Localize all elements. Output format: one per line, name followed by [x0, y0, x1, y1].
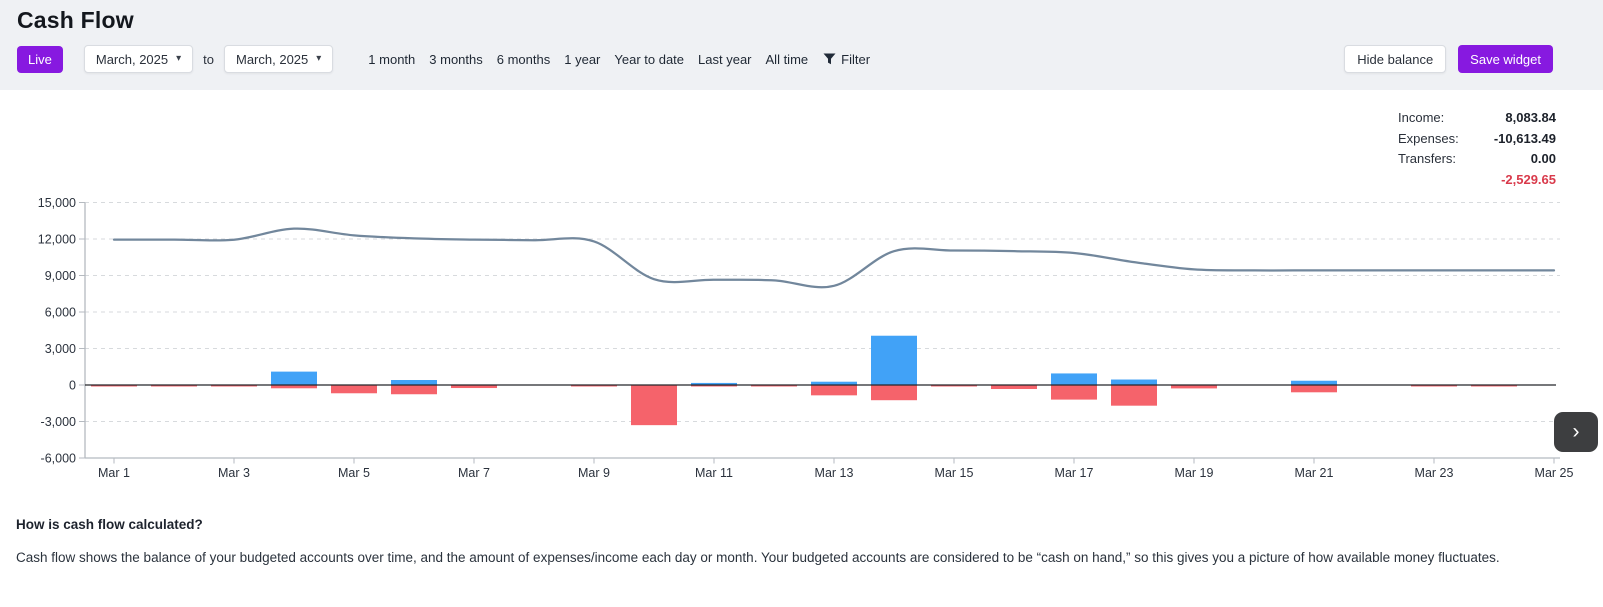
x-tick-label: Mar 5	[338, 466, 370, 480]
income-bar	[1291, 380, 1337, 385]
expense-bar	[1051, 385, 1097, 400]
summary-row-income: Income: 8,083.84	[1398, 110, 1556, 131]
income-bar	[1051, 373, 1097, 385]
x-tick-label: Mar 19	[1175, 466, 1214, 480]
income-bar	[1111, 379, 1157, 385]
range-1-month[interactable]: 1 month	[368, 51, 416, 67]
chevron-down-icon: ▾	[176, 53, 182, 64]
cash-flow-chart-section: 15,000 12,000 9,000 6,000 3,000 0 -3,000 -6,000…	[0, 90, 1603, 505]
hide-balance-button[interactable]: Hide balance	[1344, 45, 1447, 73]
expense-bar	[871, 385, 917, 401]
expense-bar	[1111, 385, 1157, 406]
expenses-value: -10,613.49	[1493, 130, 1556, 146]
x-tick-label: Mar 25	[1535, 466, 1574, 480]
summary-row-transfers: Transfers: 0.00	[1398, 151, 1556, 172]
expense-bar	[751, 385, 797, 387]
range-all-time[interactable]: All time	[765, 51, 809, 67]
income-bar	[811, 381, 857, 385]
date-from-dropdown[interactable]: March, 2025 ▾	[83, 45, 194, 73]
expense-bar	[451, 385, 497, 389]
income-bar	[271, 371, 317, 385]
filter-button[interactable]: Filter	[823, 52, 870, 67]
expense-bar	[331, 385, 377, 394]
page-header: Cash Flow Live March, 2025 ▾ to March, 2…	[0, 0, 1603, 90]
expense-bar	[1291, 385, 1337, 393]
y-tick-label: 0	[69, 379, 76, 393]
x-tick-label: Mar 3	[218, 466, 250, 480]
range-last-year[interactable]: Last year	[698, 51, 752, 67]
x-tick-label: Mar 11	[695, 466, 733, 480]
expense-bar	[211, 385, 257, 387]
cash-flow-chart[interactable]: 15,000 12,000 9,000 6,000 3,000 0 -3,000 -6,000…	[0, 90, 1603, 490]
date-from-value: March, 2025	[95, 51, 169, 67]
range-1-year[interactable]: 1 year	[564, 51, 601, 67]
chevron-right-icon: ›	[1572, 419, 1580, 443]
explainer: How is cash flow calculated? Cash flow s…	[0, 517, 1603, 567]
expense-bar	[931, 385, 977, 387]
expense-bar	[91, 385, 137, 387]
date-range-separator: to	[203, 51, 214, 67]
income-bar	[691, 382, 737, 385]
explainer-body: Cash flow shows the balance of your budg…	[16, 550, 1500, 565]
income-bar	[871, 335, 917, 385]
expense-bar	[571, 385, 617, 387]
range-year-to-date[interactable]: Year to date	[614, 51, 685, 67]
balance-line	[112, 227, 1556, 289]
x-tick-label: Mar 17	[1055, 466, 1094, 480]
y-tick-label: -6,000	[41, 452, 76, 466]
expense-bar	[811, 385, 857, 396]
summary-row-expenses: Expenses: -10,613.49	[1398, 131, 1556, 152]
transfers-label: Transfers:	[1398, 151, 1457, 166]
expense-bar	[151, 385, 197, 387]
income-value: 8,083.84	[1505, 110, 1556, 125]
next-period-button[interactable]: ›	[1554, 412, 1598, 452]
explainer-heading: How is cash flow calculated?	[16, 517, 203, 532]
toolbar: Live March, 2025 ▾ to March, 2025 ▾ 1 mo…	[17, 45, 1587, 73]
expense-bar	[1471, 385, 1517, 387]
expense-bar	[1411, 385, 1457, 387]
range-3-months[interactable]: 3 months	[429, 51, 483, 67]
expense-bar	[991, 385, 1037, 390]
x-tick-label: Mar 9	[578, 466, 610, 480]
y-tick-label: 9,000	[45, 269, 76, 283]
save-widget-button[interactable]: Save widget	[1458, 45, 1553, 73]
income-bar	[391, 380, 437, 385]
expense-bar	[271, 385, 317, 389]
y-tick-label: 12,000	[38, 233, 76, 247]
expense-bar	[1171, 385, 1217, 389]
y-tick-label: 6,000	[45, 306, 76, 320]
y-tick-label: -3,000	[41, 415, 76, 429]
x-tick-label: Mar 1	[98, 466, 130, 480]
transfers-value: 0.00	[1530, 151, 1556, 166]
live-button[interactable]: Live	[17, 45, 63, 73]
summary-row-net: -2,529.65	[1398, 172, 1556, 193]
x-tick-label: Mar 7	[458, 466, 490, 480]
chevron-down-icon: ▾	[316, 53, 322, 64]
expense-bar	[631, 385, 677, 426]
filter-label: Filter	[841, 51, 871, 67]
x-tick-label: Mar 13	[815, 466, 854, 480]
expense-bar	[691, 385, 737, 387]
y-tick-label: 3,000	[45, 342, 76, 356]
page-title: Cash Flow	[17, 7, 134, 33]
date-to-dropdown[interactable]: March, 2025 ▾	[224, 45, 334, 73]
income-label: Income:	[1398, 110, 1445, 125]
range-6-months[interactable]: 6 months	[496, 51, 551, 67]
y-tick-label: 15,000	[38, 196, 76, 210]
quick-ranges: 1 month 3 months 6 months 1 year Year to…	[361, 52, 815, 67]
filter-icon	[823, 53, 836, 65]
x-tick-label: Mar 15	[935, 466, 974, 480]
date-to-value: March, 2025	[236, 51, 309, 67]
expenses-label: Expenses:	[1398, 130, 1459, 146]
expense-bar	[391, 385, 437, 395]
net-value: -2,529.65	[1501, 171, 1556, 187]
chart-summary: Income: 8,083.84 Expenses: -10,613.49 Tr…	[1398, 110, 1556, 192]
x-tick-label: Mar 23	[1415, 466, 1454, 480]
x-tick-label: Mar 21	[1295, 466, 1334, 480]
